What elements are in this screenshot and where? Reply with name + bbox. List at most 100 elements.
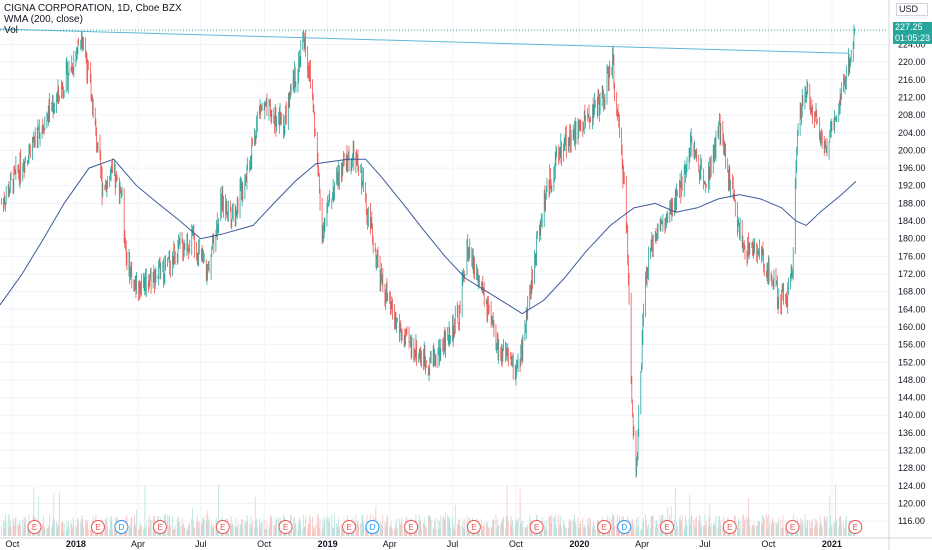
x-tick-label: 2020 (569, 539, 589, 549)
earnings-marker[interactable]: E (529, 520, 544, 534)
x-tick-label: Apr (383, 539, 397, 549)
wma-line (0, 158, 857, 315)
earnings-marker[interactable]: E (215, 520, 230, 534)
currency-label: USD (899, 4, 919, 14)
marker-circle (215, 520, 230, 534)
y-tick-label: 160.00 (898, 322, 926, 332)
earnings-marker[interactable]: E (848, 520, 863, 534)
marker-label: E (853, 523, 858, 532)
y-tick-label: 148.00 (898, 375, 926, 385)
y-tick-label: 192.00 (898, 181, 926, 191)
x-tick-label: Oct (257, 539, 272, 549)
chart-legend: CIGNA CORPORATION, 1D, Cboe BZX WMA (200… (4, 3, 182, 36)
y-tick-label: 116.00 (898, 516, 925, 526)
marker-circle (597, 520, 612, 534)
y-tick-label: 216.00 (898, 75, 926, 85)
marker-circle (342, 520, 357, 534)
marker-circle (404, 520, 419, 534)
y-tick-label: 140.00 (898, 410, 926, 420)
dividend-marker[interactable]: D (617, 520, 632, 534)
y-tick-label: 180.00 (898, 234, 926, 244)
marker-label: E (727, 523, 732, 532)
y-tick-label: 144.00 (898, 393, 926, 403)
marker-label: E (408, 523, 413, 532)
x-tick-label: Oct (761, 539, 776, 549)
x-tick-label: Jul (699, 539, 711, 549)
marker-label: E (95, 523, 100, 532)
dividend-marker[interactable]: D (365, 520, 380, 534)
countdown-tag: 01:05:23 (893, 33, 932, 44)
marker-circle (466, 520, 481, 534)
x-tick-label: Apr (131, 539, 145, 549)
x-tick-label: Apr (635, 539, 649, 549)
x-tick-label: Jul (447, 539, 459, 549)
y-tick-label: 136.00 (898, 428, 926, 438)
earnings-marker[interactable]: E (404, 520, 419, 534)
earnings-marker[interactable]: E (27, 520, 42, 534)
marker-label: E (790, 523, 795, 532)
marker-label: D (621, 523, 627, 532)
y-tick-label: 184.00 (898, 216, 926, 226)
y-tick-label: 176.00 (898, 251, 926, 261)
marker-label: E (471, 523, 476, 532)
earnings-marker[interactable]: E (342, 520, 357, 534)
earnings-marker[interactable]: E (597, 520, 612, 534)
marker-label: E (534, 523, 539, 532)
marker-circle (153, 520, 168, 534)
earnings-marker[interactable]: E (722, 520, 737, 534)
marker-circle (660, 520, 675, 534)
y-tick-label: 220.00 (898, 57, 926, 67)
marker-circle (529, 520, 544, 534)
earnings-marker[interactable]: E (785, 520, 800, 534)
candle-series (0, 24, 856, 478)
marker-circle (848, 520, 863, 534)
symbol-title[interactable]: CIGNA CORPORATION, 1D, Cboe BZX (4, 3, 182, 14)
marker-label: E (283, 523, 288, 532)
volume-indicator-label[interactable]: Vol (4, 25, 18, 36)
marker-circle (90, 520, 105, 534)
y-tick-label: 156.00 (898, 340, 926, 350)
marker-label: E (32, 523, 37, 532)
y-tick-label: 200.00 (898, 145, 926, 155)
dividend-marker[interactable]: D (114, 520, 129, 534)
marker-label: E (346, 523, 351, 532)
marker-circle (365, 520, 380, 534)
marker-label: E (157, 523, 162, 532)
y-tick-label: 172.00 (898, 269, 926, 279)
marker-circle (27, 520, 42, 534)
y-tick-label: 196.00 (898, 163, 926, 173)
marker-circle (722, 520, 737, 534)
y-tick-label: 132.00 (898, 446, 926, 456)
y-tick-label: 188.00 (898, 198, 926, 208)
earnings-marker[interactable]: E (660, 520, 675, 534)
x-tick-label: Oct (509, 539, 524, 549)
currency-button[interactable]: USD (896, 3, 928, 16)
earnings-marker[interactable]: E (278, 520, 293, 534)
y-tick-label: 124.00 (898, 481, 926, 491)
marker-label: D (119, 523, 125, 532)
wma-indicator-label[interactable]: WMA (200, close) (4, 14, 83, 25)
y-tick-label: 168.00 (898, 287, 926, 297)
earnings-marker[interactable]: E (90, 520, 105, 534)
y-tick-label: 204.00 (898, 128, 926, 138)
earnings-marker[interactable]: E (466, 520, 481, 534)
y-tick-label: 164.00 (898, 304, 926, 314)
x-tick-label: 2018 (66, 539, 86, 549)
last-price-tag: 227.25 (893, 22, 932, 33)
x-tick-label: Jul (195, 539, 207, 549)
marker-circle (785, 520, 800, 534)
x-tick-label: 2019 (318, 539, 338, 549)
marker-circle (278, 520, 293, 534)
y-tick-label: 128.00 (898, 463, 926, 473)
marker-label: D (370, 523, 376, 532)
marker-circle (617, 520, 632, 534)
marker-label: E (602, 523, 607, 532)
marker-label: E (220, 523, 225, 532)
y-tick-label: 120.00 (898, 499, 926, 509)
x-tick-label: Oct (5, 539, 20, 549)
y-tick-label: 224.00 (898, 39, 926, 49)
x-tick-label: 2021 (822, 539, 842, 549)
earnings-marker[interactable]: E (153, 520, 168, 534)
